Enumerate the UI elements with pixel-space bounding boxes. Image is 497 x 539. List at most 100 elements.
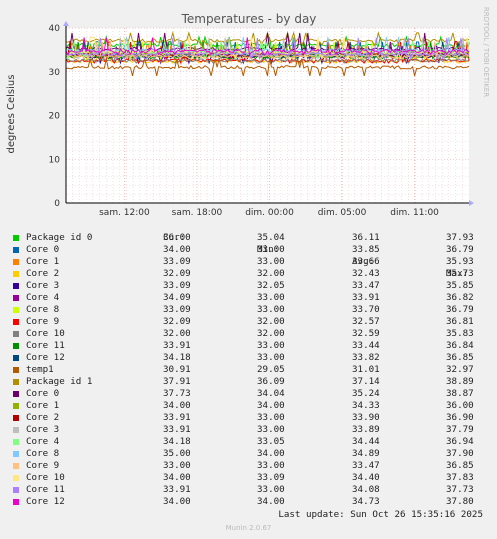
legend-min: 33.00 xyxy=(257,292,285,303)
legend-max: 36.85 xyxy=(446,460,474,471)
legend-swatch xyxy=(13,427,19,433)
legend-min: 33.00 xyxy=(257,460,285,471)
legend-name: Core 1 xyxy=(26,400,60,411)
legend-min: 34.04 xyxy=(257,388,285,399)
legend-name: Package id 0 xyxy=(26,232,93,243)
legend-avg: 34.33 xyxy=(352,400,380,411)
legend-name: Core 12 xyxy=(26,352,65,363)
legend-min: 29.05 xyxy=(257,364,285,375)
header-min: Min: xyxy=(257,244,280,255)
legend-max: 35.83 xyxy=(446,328,474,339)
series-lines xyxy=(65,30,470,77)
legend-avg: 34.44 xyxy=(352,436,380,447)
legend-name: Core 12 xyxy=(26,496,65,507)
legend-name: Core 8 xyxy=(26,448,60,459)
legend-avg: 34.89 xyxy=(352,448,380,459)
legend-max: 37.93 xyxy=(446,232,474,243)
legend-cur: 34.00 xyxy=(163,496,191,507)
x-tick-label: dim. 11:00 xyxy=(390,208,439,218)
legend-avg: 33.70 xyxy=(352,304,380,315)
legend-cur: 34.00 xyxy=(163,400,191,411)
legend-cur: 32.09 xyxy=(163,316,191,327)
legend-avg: 31.01 xyxy=(352,364,380,375)
legend-swatch xyxy=(13,319,19,325)
legend-max: 35.73 xyxy=(446,268,474,279)
legend-avg: 34.73 xyxy=(352,496,380,507)
legend-min: 33.00 xyxy=(257,256,285,267)
legend-cur: 33.09 xyxy=(163,280,191,291)
chart-area: Temperatures - by day degrees Celsius RR… xyxy=(6,7,490,218)
legend-avg: 32.57 xyxy=(352,316,380,327)
legend-avg: 33.91 xyxy=(352,292,380,303)
x-tick-label: dim. 00:00 xyxy=(245,208,294,218)
x-axis-arrow-icon xyxy=(469,200,474,206)
y-ticks: 0 10 20 30 40 xyxy=(49,24,61,209)
legend-min: 34.00 xyxy=(257,448,285,459)
munin-version: Munin 2.0.67 xyxy=(225,524,272,532)
legend-swatch xyxy=(13,403,19,409)
legend-swatch xyxy=(13,247,19,253)
legend-avg: 33.66 xyxy=(352,256,380,267)
y-tick-label: 40 xyxy=(49,24,61,34)
legend-max: 38.87 xyxy=(446,388,474,399)
legend-max: 35.93 xyxy=(446,256,474,267)
legend-max: 36.00 xyxy=(446,400,474,411)
legend-avg: 33.47 xyxy=(352,460,380,471)
legend-swatch xyxy=(13,487,19,493)
legend-min: 33.00 xyxy=(257,424,285,435)
legend-swatch xyxy=(13,499,19,505)
legend-avg: 33.44 xyxy=(352,340,380,351)
legend-avg: 34.40 xyxy=(352,472,380,483)
legend-avg: 33.90 xyxy=(352,412,380,423)
legend-name: Core 11 xyxy=(26,484,65,495)
legend-max: 36.90 xyxy=(446,412,474,423)
legend-swatch xyxy=(13,295,19,301)
legend-min: 33.09 xyxy=(257,472,285,483)
legend-name: Core 1 xyxy=(26,256,60,267)
legend-cur: 34.18 xyxy=(163,352,191,363)
legend-swatch xyxy=(13,343,19,349)
series-line xyxy=(65,46,470,65)
legend-swatch xyxy=(13,283,19,289)
legend-max: 36.79 xyxy=(446,244,474,255)
legend-name: Core 0 xyxy=(26,244,60,255)
legend-swatch xyxy=(13,271,19,277)
legend-avg: 33.85 xyxy=(352,244,380,255)
legend-avg: 36.11 xyxy=(352,232,380,243)
legend-max: 37.83 xyxy=(446,472,474,483)
legend-max: 36.85 xyxy=(446,352,474,363)
legend-avg: 32.43 xyxy=(352,268,380,279)
legend-swatch xyxy=(13,463,19,469)
legend-avg: 33.89 xyxy=(352,424,380,435)
legend-name: Package id 1 xyxy=(26,376,93,387)
legend-cur: 37.73 xyxy=(163,388,191,399)
legend-cur: 33.91 xyxy=(163,484,191,495)
legend-min: 34.00 xyxy=(257,496,285,507)
legend-swatch xyxy=(13,355,19,361)
legend-name: Core 11 xyxy=(26,340,65,351)
legend-cur: 37.91 xyxy=(163,376,191,387)
series-line xyxy=(65,37,470,56)
y-axis-arrow-icon xyxy=(63,21,69,26)
legend-min: 32.00 xyxy=(257,268,285,279)
legend-max: 36.94 xyxy=(446,436,474,447)
legend-min: 33.00 xyxy=(257,244,285,255)
legend-min: 33.00 xyxy=(257,340,285,351)
legend-swatch xyxy=(13,415,19,421)
legend-max: 37.79 xyxy=(446,424,474,435)
header-max: Max: xyxy=(446,268,469,279)
legend-cur: 34.00 xyxy=(163,244,191,255)
legend-name: Core 0 xyxy=(26,388,60,399)
chart-title: Temperatures - by day xyxy=(181,12,317,26)
legend-header: Cur: Min: Avg: Max: xyxy=(0,220,468,279)
legend-cur: 33.09 xyxy=(163,256,191,267)
legend-name: Core 3 xyxy=(26,280,60,291)
legend-cur: 30.91 xyxy=(163,364,191,375)
legend-max: 36.81 xyxy=(446,316,474,327)
legend-cur: 33.91 xyxy=(163,412,191,423)
legend-avg: 37.14 xyxy=(352,376,380,387)
legend-avg: 32.59 xyxy=(352,328,380,339)
legend-swatch xyxy=(13,379,19,385)
x-tick-label: sam. 12:00 xyxy=(99,208,150,218)
y-tick-label: 30 xyxy=(49,68,61,78)
